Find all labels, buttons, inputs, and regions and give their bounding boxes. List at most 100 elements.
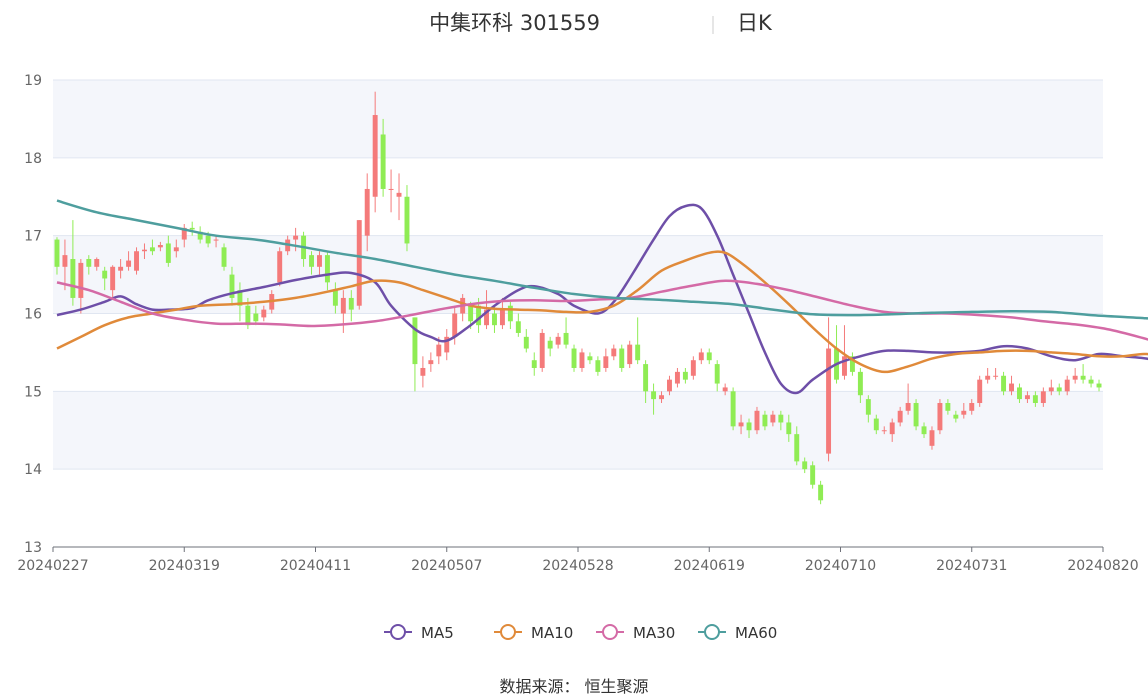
candle-body <box>468 305 474 322</box>
candle-body <box>1064 379 1070 392</box>
candle <box>364 173 370 252</box>
candle <box>603 348 609 372</box>
candle-body <box>436 344 442 357</box>
candle <box>157 241 163 252</box>
legend-item-ma10[interactable]: MA10 <box>494 624 573 642</box>
candle <box>985 367 991 384</box>
candle <box>492 305 497 333</box>
candle <box>332 282 338 314</box>
x-tick-label: 20240710 <box>805 558 876 574</box>
candle-body <box>309 255 314 267</box>
candle-body <box>873 418 879 431</box>
candle-body <box>70 259 76 298</box>
y-tick-label: 17 <box>24 229 42 245</box>
candle-body <box>197 231 203 240</box>
candle <box>388 169 394 213</box>
candle-body <box>746 422 752 431</box>
candle <box>865 395 871 423</box>
candle <box>794 426 800 466</box>
candle <box>213 235 219 248</box>
candle <box>221 243 227 271</box>
y-axis: 13 14 15 16 17 18 19 <box>24 73 42 556</box>
candle-body <box>810 465 816 485</box>
legend-item-ma5[interactable]: MA5 <box>384 624 454 642</box>
candle-body <box>205 235 211 244</box>
candle-body <box>881 430 887 432</box>
candle-body <box>102 270 108 279</box>
candle <box>722 383 728 396</box>
candle-body <box>412 317 418 365</box>
legend-label: MA5 <box>421 624 454 642</box>
candle-body <box>794 434 800 462</box>
candle-body <box>563 332 569 345</box>
candle-body <box>1096 383 1102 388</box>
candle-body <box>348 297 354 310</box>
x-tick-label: 20240528 <box>542 558 613 574</box>
candle <box>635 317 641 365</box>
candle-body <box>555 336 561 345</box>
candle-body <box>340 297 346 314</box>
candle-body <box>826 348 832 454</box>
candle <box>802 457 808 474</box>
candle-body <box>722 387 728 392</box>
data-source: 数据来源： 恒生聚源 <box>499 677 648 696</box>
candle-body <box>221 247 227 267</box>
candle <box>945 399 951 415</box>
candle <box>1048 379 1054 396</box>
candle-body <box>539 332 545 368</box>
candle <box>667 375 672 396</box>
candle-body <box>229 274 235 298</box>
candle-body <box>587 356 593 361</box>
chart-title: 中集环科 301559 <box>429 11 600 35</box>
candle-body <box>142 249 147 252</box>
candle-body <box>507 305 513 322</box>
candle <box>452 305 458 345</box>
candle-body <box>1024 395 1030 400</box>
candle <box>889 418 895 442</box>
candle <box>754 406 760 435</box>
legend-item-ma30[interactable]: MA30 <box>596 624 675 642</box>
candle-body <box>818 484 824 501</box>
candle-body <box>611 348 617 357</box>
candle-body <box>993 375 999 377</box>
candle-body <box>889 422 895 435</box>
candle-body <box>1088 379 1094 384</box>
legend[interactable]: MA5 MA10 MA30 MA60 <box>384 624 777 642</box>
candle-body <box>523 336 529 349</box>
candle-body <box>356 220 362 306</box>
candle <box>690 356 696 380</box>
candle-body <box>1009 383 1014 392</box>
candle-body <box>778 414 784 423</box>
candle <box>1064 375 1070 396</box>
candle <box>659 391 664 404</box>
candle-body <box>786 422 792 435</box>
candle-body <box>420 367 426 376</box>
candle <box>881 426 887 435</box>
candle <box>786 414 792 442</box>
candle-body <box>476 305 482 326</box>
candle-body <box>492 313 497 326</box>
candle <box>78 259 84 314</box>
candle-body <box>1017 387 1022 400</box>
candle <box>818 480 824 505</box>
candle <box>770 410 776 427</box>
candle <box>372 91 378 213</box>
candle-body <box>54 239 60 267</box>
legend-marker <box>390 624 406 640</box>
candle <box>1040 387 1046 407</box>
candle <box>484 290 489 330</box>
candle <box>460 294 466 322</box>
candle <box>348 290 354 322</box>
candle <box>857 367 863 404</box>
candle <box>523 329 529 353</box>
candle-body <box>953 414 959 419</box>
candle-body <box>985 375 991 380</box>
candle-body <box>404 196 410 244</box>
candle-body <box>261 309 267 318</box>
x-tick-label: 20240507 <box>411 558 482 574</box>
legend-item-ma60[interactable]: MA60 <box>698 624 777 642</box>
candle <box>619 344 625 372</box>
candle <box>834 325 839 384</box>
candle-body <box>1001 375 1007 392</box>
candle-body <box>484 309 489 326</box>
